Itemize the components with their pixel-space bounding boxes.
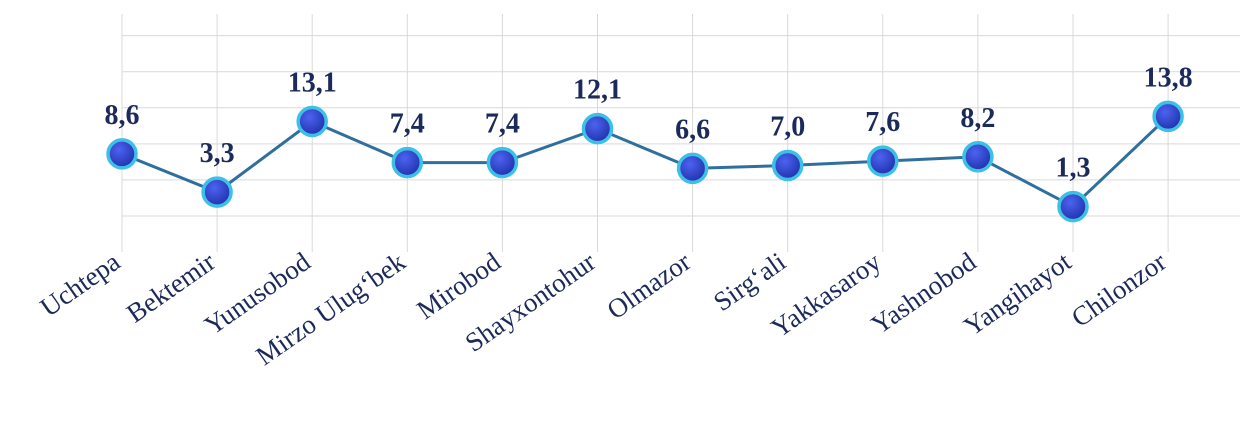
marker [581,112,614,145]
x-tick-label: Chilonzor [1066,246,1172,333]
marker [201,176,233,208]
data-label: 13,1 [288,67,337,98]
marker [962,141,994,173]
data-label: 12,1 [573,75,622,106]
data-label: 3,3 [200,138,235,169]
marker [1152,100,1184,133]
marker [106,138,138,170]
data-label: 8,2 [960,103,995,134]
data-label: 7,0 [770,111,805,142]
data-label: 7,6 [865,107,900,138]
data-label: 7,4 [485,109,520,140]
marker [296,105,328,138]
x-tick-label: Uchtepa [35,246,126,322]
marker [867,145,899,177]
marker [771,149,804,182]
line [121,115,1170,209]
marker [391,146,424,179]
marker [676,152,709,185]
data-label: 7,4 [390,109,425,140]
x-tick-label: Sirg‘ali [708,246,791,317]
x-tick-label: Yangihayot [958,246,1077,342]
marker [1057,190,1089,223]
x-tick-label: Olmazor [601,246,696,325]
data-label: 8,6 [105,100,140,131]
data-label: 6,6 [675,114,710,145]
data-label: 1,3 [1056,153,1091,184]
data-label: 13,8 [1144,62,1193,93]
marker [486,146,519,179]
